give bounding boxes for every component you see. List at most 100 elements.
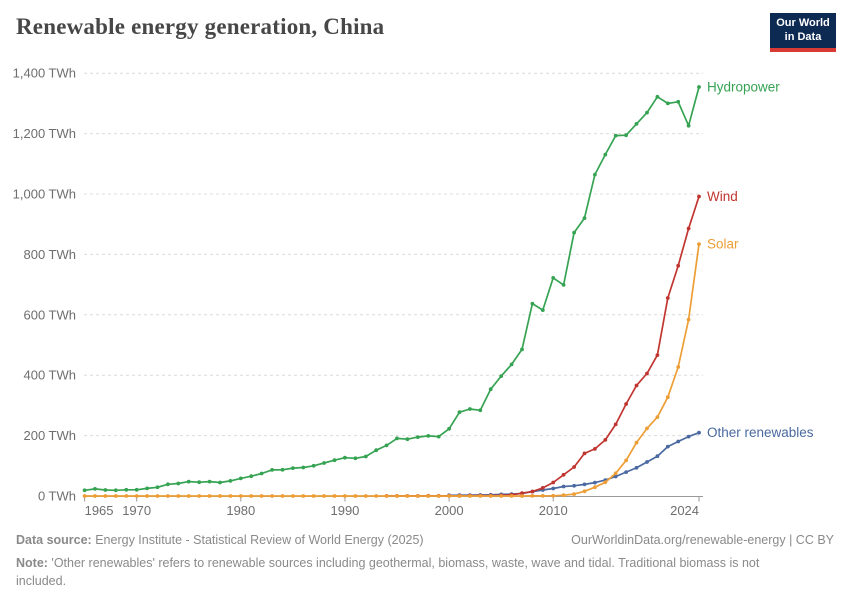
owid-logo-red-bar <box>770 48 836 52</box>
data-point-hydropower-1992 <box>363 454 368 459</box>
data-point-solar-2022 <box>676 365 681 369</box>
data-point-solar-2011 <box>561 493 566 498</box>
data-point-solar-1996 <box>405 494 410 498</box>
data-point-hydropower-1983 <box>270 468 274 472</box>
data-point-hydropower-2012 <box>572 230 576 235</box>
series-label-wind[interactable]: Wind <box>707 189 738 204</box>
data-point-wind-2019 <box>645 371 649 376</box>
series-line-hydropower[interactable] <box>83 86 700 492</box>
data-point-hydropower-1984 <box>280 467 285 472</box>
data-point-hydropower-1980 <box>238 476 243 481</box>
data-point-solar-1992 <box>363 494 368 498</box>
data-point-solar-1967 <box>103 494 108 498</box>
data-point-hydropower-1977 <box>207 479 212 484</box>
data-point-solar-2016 <box>613 471 618 476</box>
data-point-hydropower-1995 <box>395 436 399 441</box>
data-point-solar-2020 <box>655 415 660 419</box>
data-point-wind-2012 <box>572 465 576 469</box>
chart-note: Note: 'Other renewables' refers to renew… <box>16 554 782 590</box>
chart-footer: Data source: Energy Institute - Statisti… <box>16 531 834 590</box>
data-point-hydropower-2007 <box>520 347 524 352</box>
owid-logo-line1: Our World <box>776 16 830 29</box>
data-point-solar-2015 <box>603 480 608 485</box>
data-point-hydropower-2014 <box>593 172 597 177</box>
data-source-label: Data source: <box>16 533 92 547</box>
y-axis-label-400: 400 TWh <box>23 368 76 383</box>
data-point-hydropower-2018 <box>634 122 639 126</box>
data-point-hydropower-1968 <box>113 488 118 493</box>
data-point-hydropower-2024 <box>697 85 701 89</box>
data-point-hydropower-2011 <box>561 283 566 287</box>
owid-logo[interactable]: Our World in Data <box>770 13 836 52</box>
y-axis-label-800: 800 TWh <box>23 247 76 262</box>
data-point-solar-2006 <box>509 494 514 498</box>
page-title: Renewable energy generation, China <box>16 14 385 39</box>
series-label-hydropower[interactable]: Hydropower <box>707 80 780 95</box>
data-point-solar-1984 <box>280 494 285 498</box>
data-point-hydropower-1976 <box>197 480 202 485</box>
data-point-other-renewables-2019 <box>645 460 649 464</box>
data-point-wind-2022 <box>676 263 681 268</box>
data-point-solar-1991 <box>353 494 358 498</box>
x-axis-label-1970: 1970 <box>122 503 151 518</box>
note-label: Note: <box>16 556 48 570</box>
data-point-hydropower-1975 <box>186 479 191 484</box>
data-point-hydropower-1986 <box>301 465 306 470</box>
data-point-solar-2005 <box>499 494 504 498</box>
data-point-solar-2003 <box>478 494 483 498</box>
data-point-wind-2013 <box>582 451 587 456</box>
data-point-wind-2011 <box>561 472 566 477</box>
data-point-solar-1973 <box>166 494 170 498</box>
data-point-wind-2021 <box>665 296 670 300</box>
data-point-solar-1974 <box>176 494 181 498</box>
data-point-hydropower-2003 <box>478 408 483 413</box>
data-point-solar-1970 <box>134 494 139 498</box>
y-axis-label-1000: 1,000 TWh <box>13 187 76 202</box>
series-label-other-renewables[interactable]: Other renewables <box>707 425 814 440</box>
data-point-hydropower-2017 <box>624 133 628 138</box>
note-text: 'Other renewables' refers to renewable s… <box>16 556 760 588</box>
series-line-wind[interactable] <box>385 195 700 497</box>
data-point-other-renewables-2020 <box>655 454 660 459</box>
data-point-hydropower-1981 <box>249 474 254 479</box>
data-point-solar-1999 <box>436 494 441 498</box>
data-point-solar-1968 <box>113 494 118 498</box>
data-point-wind-2015 <box>603 438 608 442</box>
data-point-hydropower-2006 <box>509 362 514 367</box>
data-point-hydropower-1969 <box>124 487 129 492</box>
data-point-other-renewables-2016 <box>613 474 618 479</box>
data-point-hydropower-1965 <box>82 488 87 493</box>
x-axis-label-2010: 2010 <box>539 503 568 518</box>
data-point-solar-1979 <box>228 494 233 498</box>
data-point-hydropower-2022 <box>676 99 681 104</box>
data-point-solar-1971 <box>145 494 150 498</box>
data-point-hydropower-1978 <box>218 480 222 485</box>
data-point-other-renewables-2018 <box>634 465 639 470</box>
data-point-hydropower-1991 <box>353 456 358 461</box>
data-point-solar-1988 <box>322 494 326 498</box>
data-point-solar-1965 <box>82 494 87 498</box>
data-point-hydropower-1993 <box>374 448 379 453</box>
data-point-solar-1972 <box>155 494 160 498</box>
series-line-solar[interactable] <box>83 243 700 497</box>
series-label-solar[interactable]: Solar <box>707 237 739 252</box>
data-point-solar-2013 <box>582 489 587 494</box>
x-axis-label-1980: 1980 <box>226 503 255 518</box>
data-point-solar-1966 <box>93 494 97 498</box>
data-point-solar-1980 <box>238 494 243 498</box>
data-point-wind-2010 <box>551 480 556 485</box>
data-point-wind-2016 <box>613 422 618 427</box>
owid-logo-text: Our World in Data <box>770 13 836 48</box>
data-point-solar-2018 <box>634 440 639 445</box>
data-point-hydropower-1966 <box>93 487 97 491</box>
data-point-hydropower-1987 <box>311 463 316 468</box>
data-point-solar-1986 <box>301 494 306 498</box>
x-axis-label-1965: 1965 <box>85 503 114 518</box>
data-point-hydropower-1996 <box>405 437 410 442</box>
data-point-solar-2019 <box>645 426 649 431</box>
owid-license-link[interactable]: OurWorldinData.org/renewable-energy | CC… <box>571 533 834 547</box>
data-point-hydropower-2013 <box>582 216 587 221</box>
data-point-solar-1981 <box>249 494 254 498</box>
data-point-solar-2023 <box>686 317 691 322</box>
